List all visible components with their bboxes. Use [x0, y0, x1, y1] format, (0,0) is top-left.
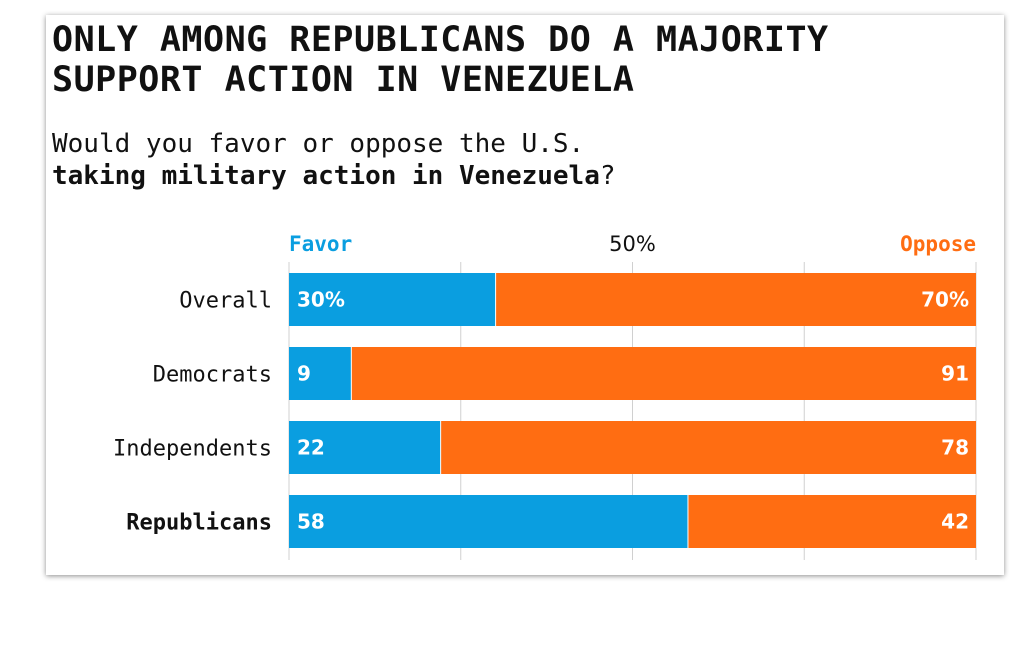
value-label-oppose-independents: 78: [941, 436, 969, 460]
bar-oppose-independents: [441, 421, 976, 474]
bar-favor-independents: [289, 421, 441, 474]
bar-oppose-democrats: [351, 347, 977, 400]
subtitle-line-2: taking military action in Venezuela?: [52, 160, 616, 192]
subtitle-bold: taking military action in Venezuela: [52, 161, 600, 191]
value-label-oppose-overall: 70%: [921, 288, 969, 312]
value-label-favor-democrats: 9: [297, 362, 311, 386]
legend-oppose: Oppose: [900, 232, 976, 256]
category-label-democrats: Democrats: [153, 363, 272, 388]
category-label-republicans: Republicans: [126, 511, 272, 536]
value-label-favor-republicans: 58: [297, 510, 325, 534]
legend-favor: Favor: [289, 232, 352, 256]
title-line-2: SUPPORT ACTION IN VENEZUELA: [52, 60, 635, 100]
subtitle-line-1: Would you favor or oppose the U.S.: [52, 129, 585, 159]
category-label-overall: Overall: [179, 289, 272, 314]
subtitle-end: ?: [599, 161, 616, 191]
chart-title: ONLY AMONG REPUBLICANS DO A MAJORITY SUP…: [52, 20, 829, 100]
bar-oppose-republicans: [688, 495, 976, 548]
chart-subtitle: Would you favor or oppose the U.S. takin…: [52, 128, 616, 192]
midpoint-label: 50%: [609, 232, 656, 256]
bar-oppose-overall: [496, 273, 976, 326]
value-label-favor-overall: 30%: [297, 288, 345, 312]
bar-favor-overall: [289, 273, 496, 326]
bar-favor-republicans: [289, 495, 688, 548]
category-label-independents: Independents: [113, 437, 272, 462]
value-label-favor-independents: 22: [297, 436, 325, 460]
bar-favor-democrats: [289, 347, 351, 400]
title-line-1: ONLY AMONG REPUBLICANS DO A MAJORITY: [52, 20, 829, 60]
value-label-oppose-democrats: 91: [941, 362, 969, 386]
value-label-oppose-republicans: 42: [941, 510, 969, 534]
